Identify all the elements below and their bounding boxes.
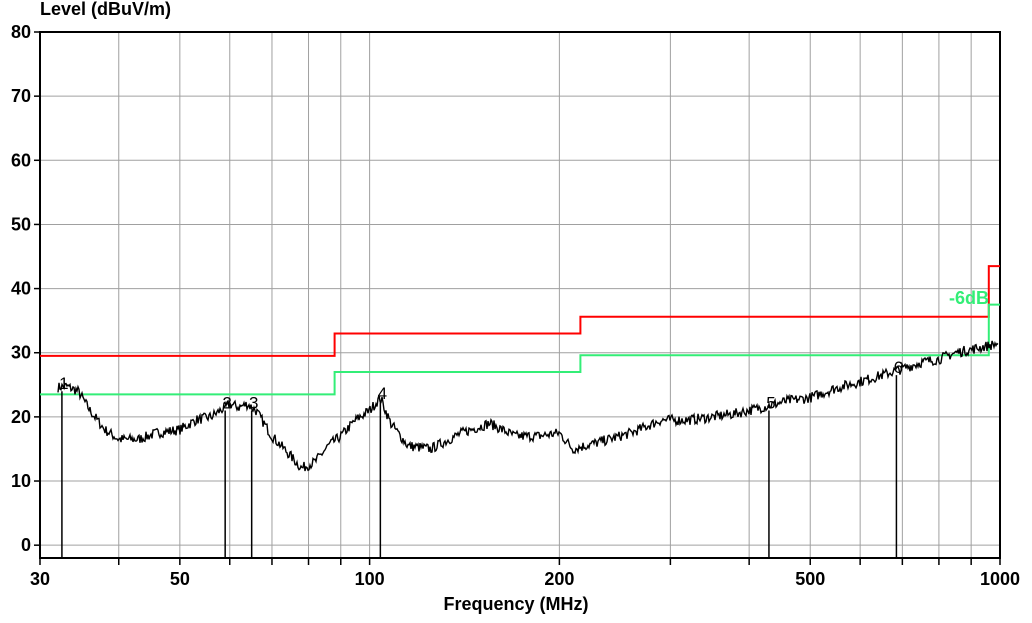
y-tick-label: 10 [11, 471, 31, 491]
x-tick-label: 1000 [980, 569, 1020, 589]
x-tick-label: 50 [170, 569, 190, 589]
y-tick-label: 0 [21, 535, 31, 555]
marker-label: 4 [378, 384, 387, 403]
x-tick-label: 100 [355, 569, 385, 589]
y-tick-label: 60 [11, 150, 31, 170]
y-tick-label: 50 [11, 214, 31, 234]
marker-label: 1 [59, 374, 68, 393]
y-tick-label: 40 [11, 279, 31, 299]
margin-annotation: -6dB [949, 288, 989, 308]
limit-line [40, 265, 1000, 357]
marker-label: 2 [222, 393, 231, 412]
x-tick-label: 200 [544, 569, 574, 589]
marker-label: 5 [766, 393, 775, 412]
measurement-trace [57, 340, 999, 472]
marker-label: 6 [894, 358, 903, 377]
x-axis-title: Frequency (MHz) [443, 594, 589, 614]
plot-frame [39, 31, 1001, 559]
x-tick-label: 500 [795, 569, 825, 589]
plot-area [40, 32, 1000, 558]
y-tick-label: 70 [11, 86, 31, 106]
y-tick-label: 80 [11, 22, 31, 42]
margin-line [40, 303, 1000, 396]
y-tick-label: 30 [11, 343, 31, 363]
x-tick-label: 30 [30, 569, 50, 589]
y-axis-title: Level (dBuV/m) [40, 0, 172, 19]
y-tick-label: 20 [11, 407, 31, 427]
marker-label: 3 [249, 393, 258, 412]
